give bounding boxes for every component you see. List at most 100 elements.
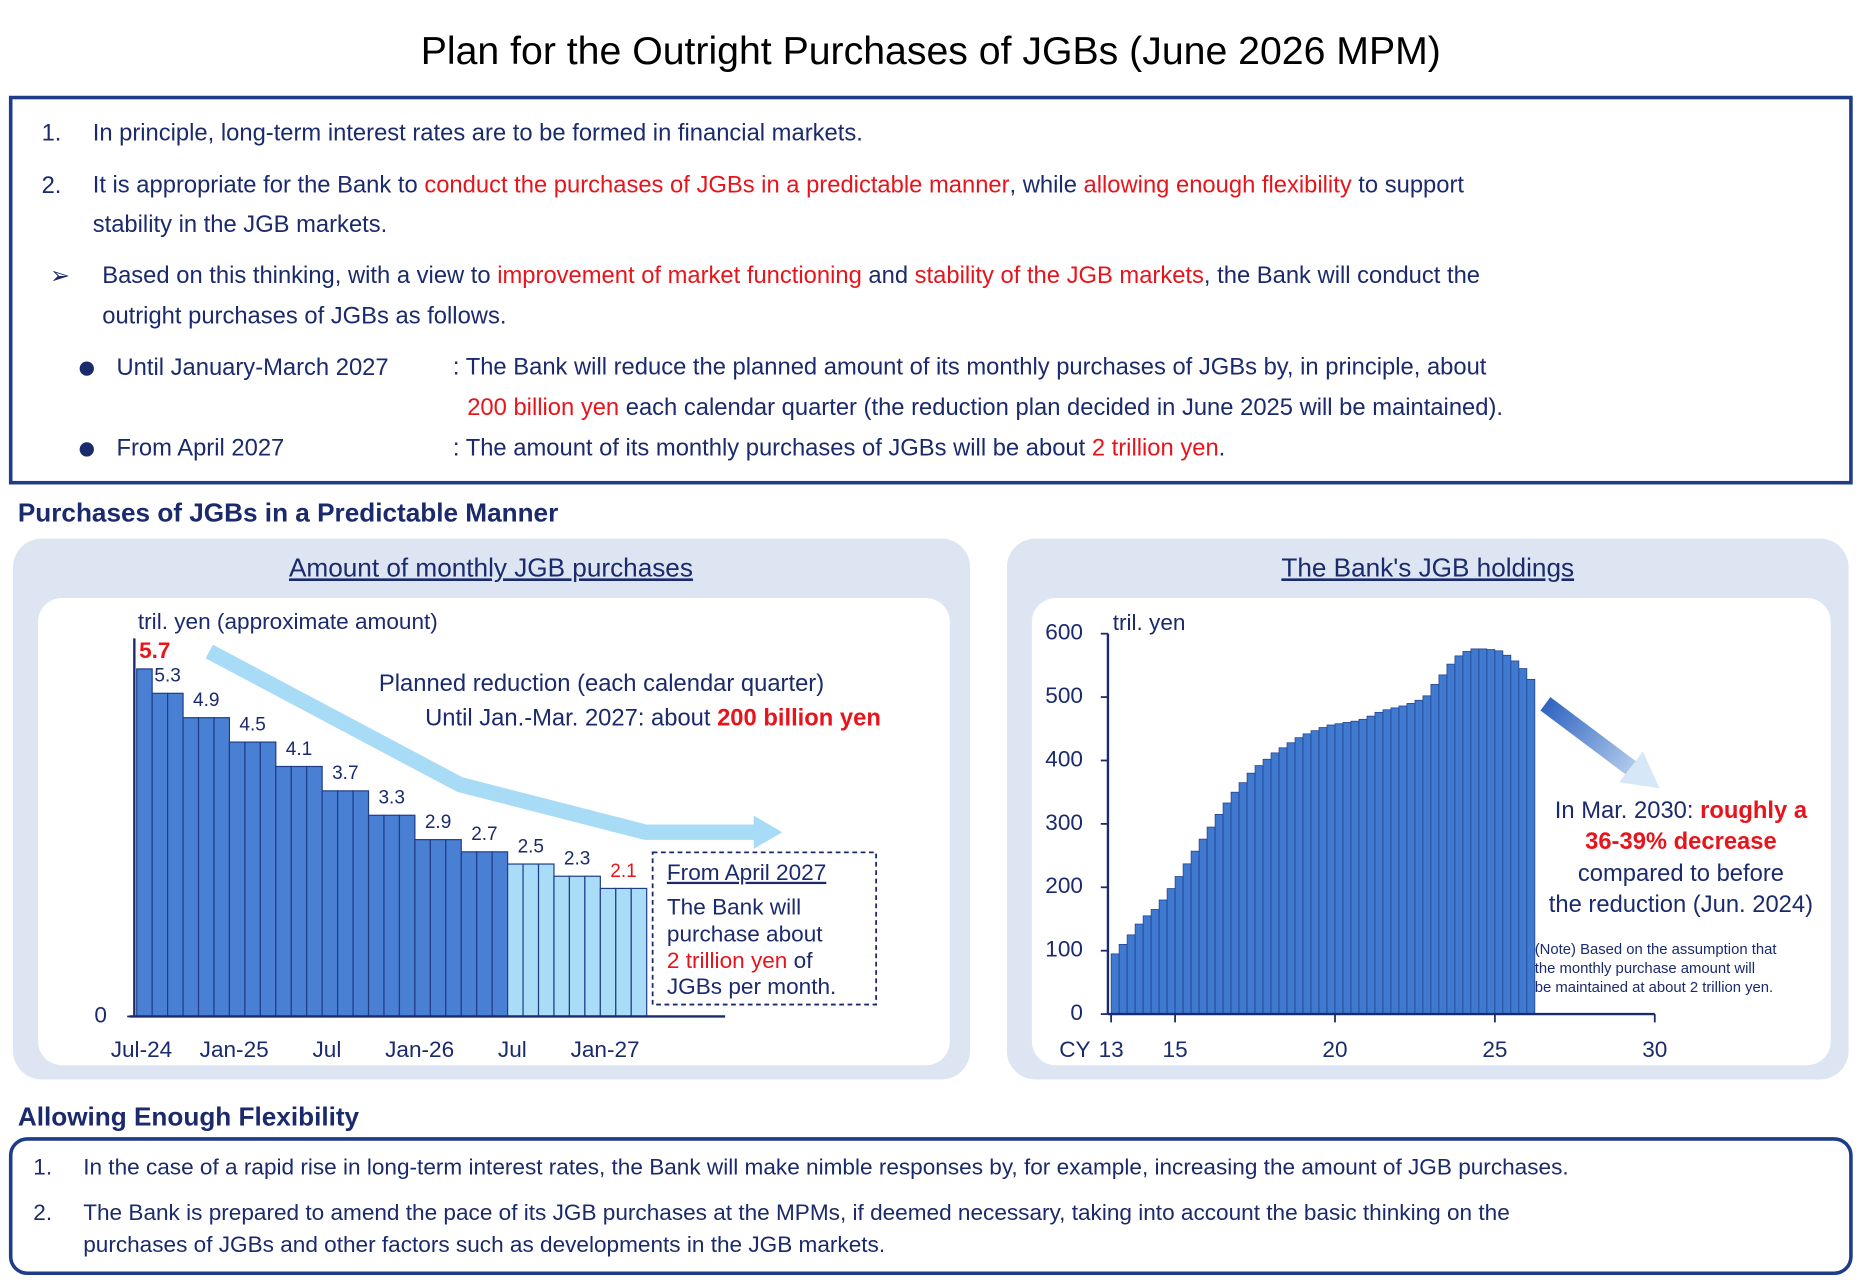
text-span: outright purchases of JGBs as follows. (102, 303, 506, 330)
bar (1302, 733, 1312, 1015)
x-tick-label: 30 (1642, 1037, 1667, 1062)
x-tick-label: Jul (312, 1037, 341, 1062)
text-line: stability in the JGB markets. (93, 211, 388, 238)
note-box (651, 851, 878, 1006)
bar (1294, 737, 1304, 1015)
bar (1326, 724, 1336, 1015)
chart-title: The Bank's JGB holdings (1281, 552, 1574, 582)
bar (213, 717, 231, 1018)
x-tick-label: Jan-26 (385, 1037, 454, 1062)
text-span: The Bank will (667, 894, 801, 919)
bar (352, 790, 370, 1018)
value-label: 2.3 (564, 849, 590, 870)
value-label: 2.5 (518, 836, 544, 857)
x-tick-label: 20 (1322, 1037, 1347, 1062)
text-line: In the case of a rapid rise in long-term… (83, 1155, 1568, 1180)
bar (1278, 747, 1288, 1015)
bar (491, 851, 509, 1018)
text-line: outright purchases of JGBs as follows. (102, 303, 506, 330)
value-label: 5.7 (139, 638, 170, 663)
text-line: (Note) Based on the assumption that (1535, 942, 1778, 958)
text-line: : The amount of its monthly purchases of… (453, 435, 1225, 462)
bar (1230, 791, 1240, 1015)
bar (1494, 650, 1504, 1015)
bar (1214, 814, 1224, 1015)
value-label: 4.5 (239, 714, 265, 735)
text-line: 36-39% decrease (1585, 828, 1777, 855)
bar (1142, 915, 1152, 1015)
bullet-dot (79, 442, 94, 457)
bar (1390, 707, 1400, 1015)
text-line: 2 trillion yen of (667, 948, 813, 973)
bar (476, 851, 493, 1018)
bar (1270, 752, 1280, 1015)
x-tick-label: Jan-25 (200, 1037, 269, 1062)
y-tick-label: 600 (1045, 620, 1083, 645)
bar (1310, 730, 1320, 1015)
list-marker: 1. (42, 120, 62, 147)
list-marker: 1. (33, 1155, 52, 1180)
x-tick-label: Jul (498, 1037, 527, 1062)
text-span: purchases of JGBs and other factors such… (83, 1232, 885, 1257)
bar (414, 839, 431, 1018)
bar (537, 863, 555, 1018)
bar (1398, 705, 1408, 1015)
bar (584, 875, 601, 1018)
bar (1198, 838, 1208, 1015)
list-marker: 2. (42, 172, 62, 199)
text-line: Planned reduction (each calendar quarter… (379, 670, 824, 697)
bar (1438, 674, 1448, 1015)
bar (1414, 699, 1424, 1015)
bar (1134, 923, 1144, 1015)
text-span: JGBs per month. (667, 974, 836, 999)
bar (197, 717, 215, 1018)
decline-arrow (1540, 697, 1641, 779)
bar (1238, 782, 1248, 1015)
text-span: the monthly purchase amount will (1535, 961, 1755, 977)
bar (1174, 876, 1184, 1015)
reduction-arrow-head (753, 815, 783, 849)
text-span: 2 trillion yen (667, 948, 787, 973)
text-span: roughly a (1700, 797, 1808, 824)
y-tick-label: 0 (1070, 1000, 1083, 1025)
bar (383, 814, 401, 1018)
text-line: purchases of JGBs and other factors such… (83, 1232, 885, 1257)
text-span: each calendar quarter (the reduction pla… (619, 394, 1503, 421)
text-span: and (862, 262, 915, 289)
text-line: In Mar. 2030: roughly a (1555, 797, 1808, 824)
value-label: 5.3 (154, 666, 180, 687)
bar (1446, 663, 1456, 1015)
bar (615, 887, 632, 1018)
bar (1150, 909, 1160, 1015)
bar (151, 692, 169, 1018)
bar (1374, 711, 1384, 1015)
bar (1126, 934, 1136, 1015)
bar (1286, 742, 1296, 1015)
text-span: purchase about (667, 922, 823, 947)
bar (599, 887, 617, 1018)
text-span: compared to before (1578, 860, 1784, 887)
text-span: , while (1010, 172, 1084, 199)
y-tick-label: 0 (94, 1002, 107, 1027)
y-tick-label: 300 (1045, 810, 1083, 835)
text-span: The Bank is prepared to amend the pace o… (83, 1200, 1510, 1225)
text-span: 2 trillion yen (1092, 435, 1219, 462)
chart-title: Amount of monthly JGB purchases (289, 552, 693, 582)
text-line: The Bank will (667, 894, 801, 919)
y-axis-label: tril. yen (approximate amount) (138, 609, 438, 634)
bar (1110, 953, 1120, 1015)
reduction-arrow (205, 644, 757, 840)
text-span: 200 billion yen (467, 394, 619, 421)
bar (244, 741, 261, 1018)
text-span: In Mar. 2030: (1555, 797, 1700, 824)
text-span: of (787, 948, 813, 973)
bar (275, 765, 292, 1018)
x-tick-label: Jan-27 (571, 1037, 640, 1062)
text-line: compared to before (1578, 860, 1784, 887)
text-span: 200 billion yen (717, 705, 881, 732)
text-span: improvement of market functioning (497, 262, 862, 289)
bar (1518, 668, 1528, 1015)
text-span: stability in the JGB markets. (93, 211, 388, 238)
text-span: From April 2027 (667, 860, 826, 885)
